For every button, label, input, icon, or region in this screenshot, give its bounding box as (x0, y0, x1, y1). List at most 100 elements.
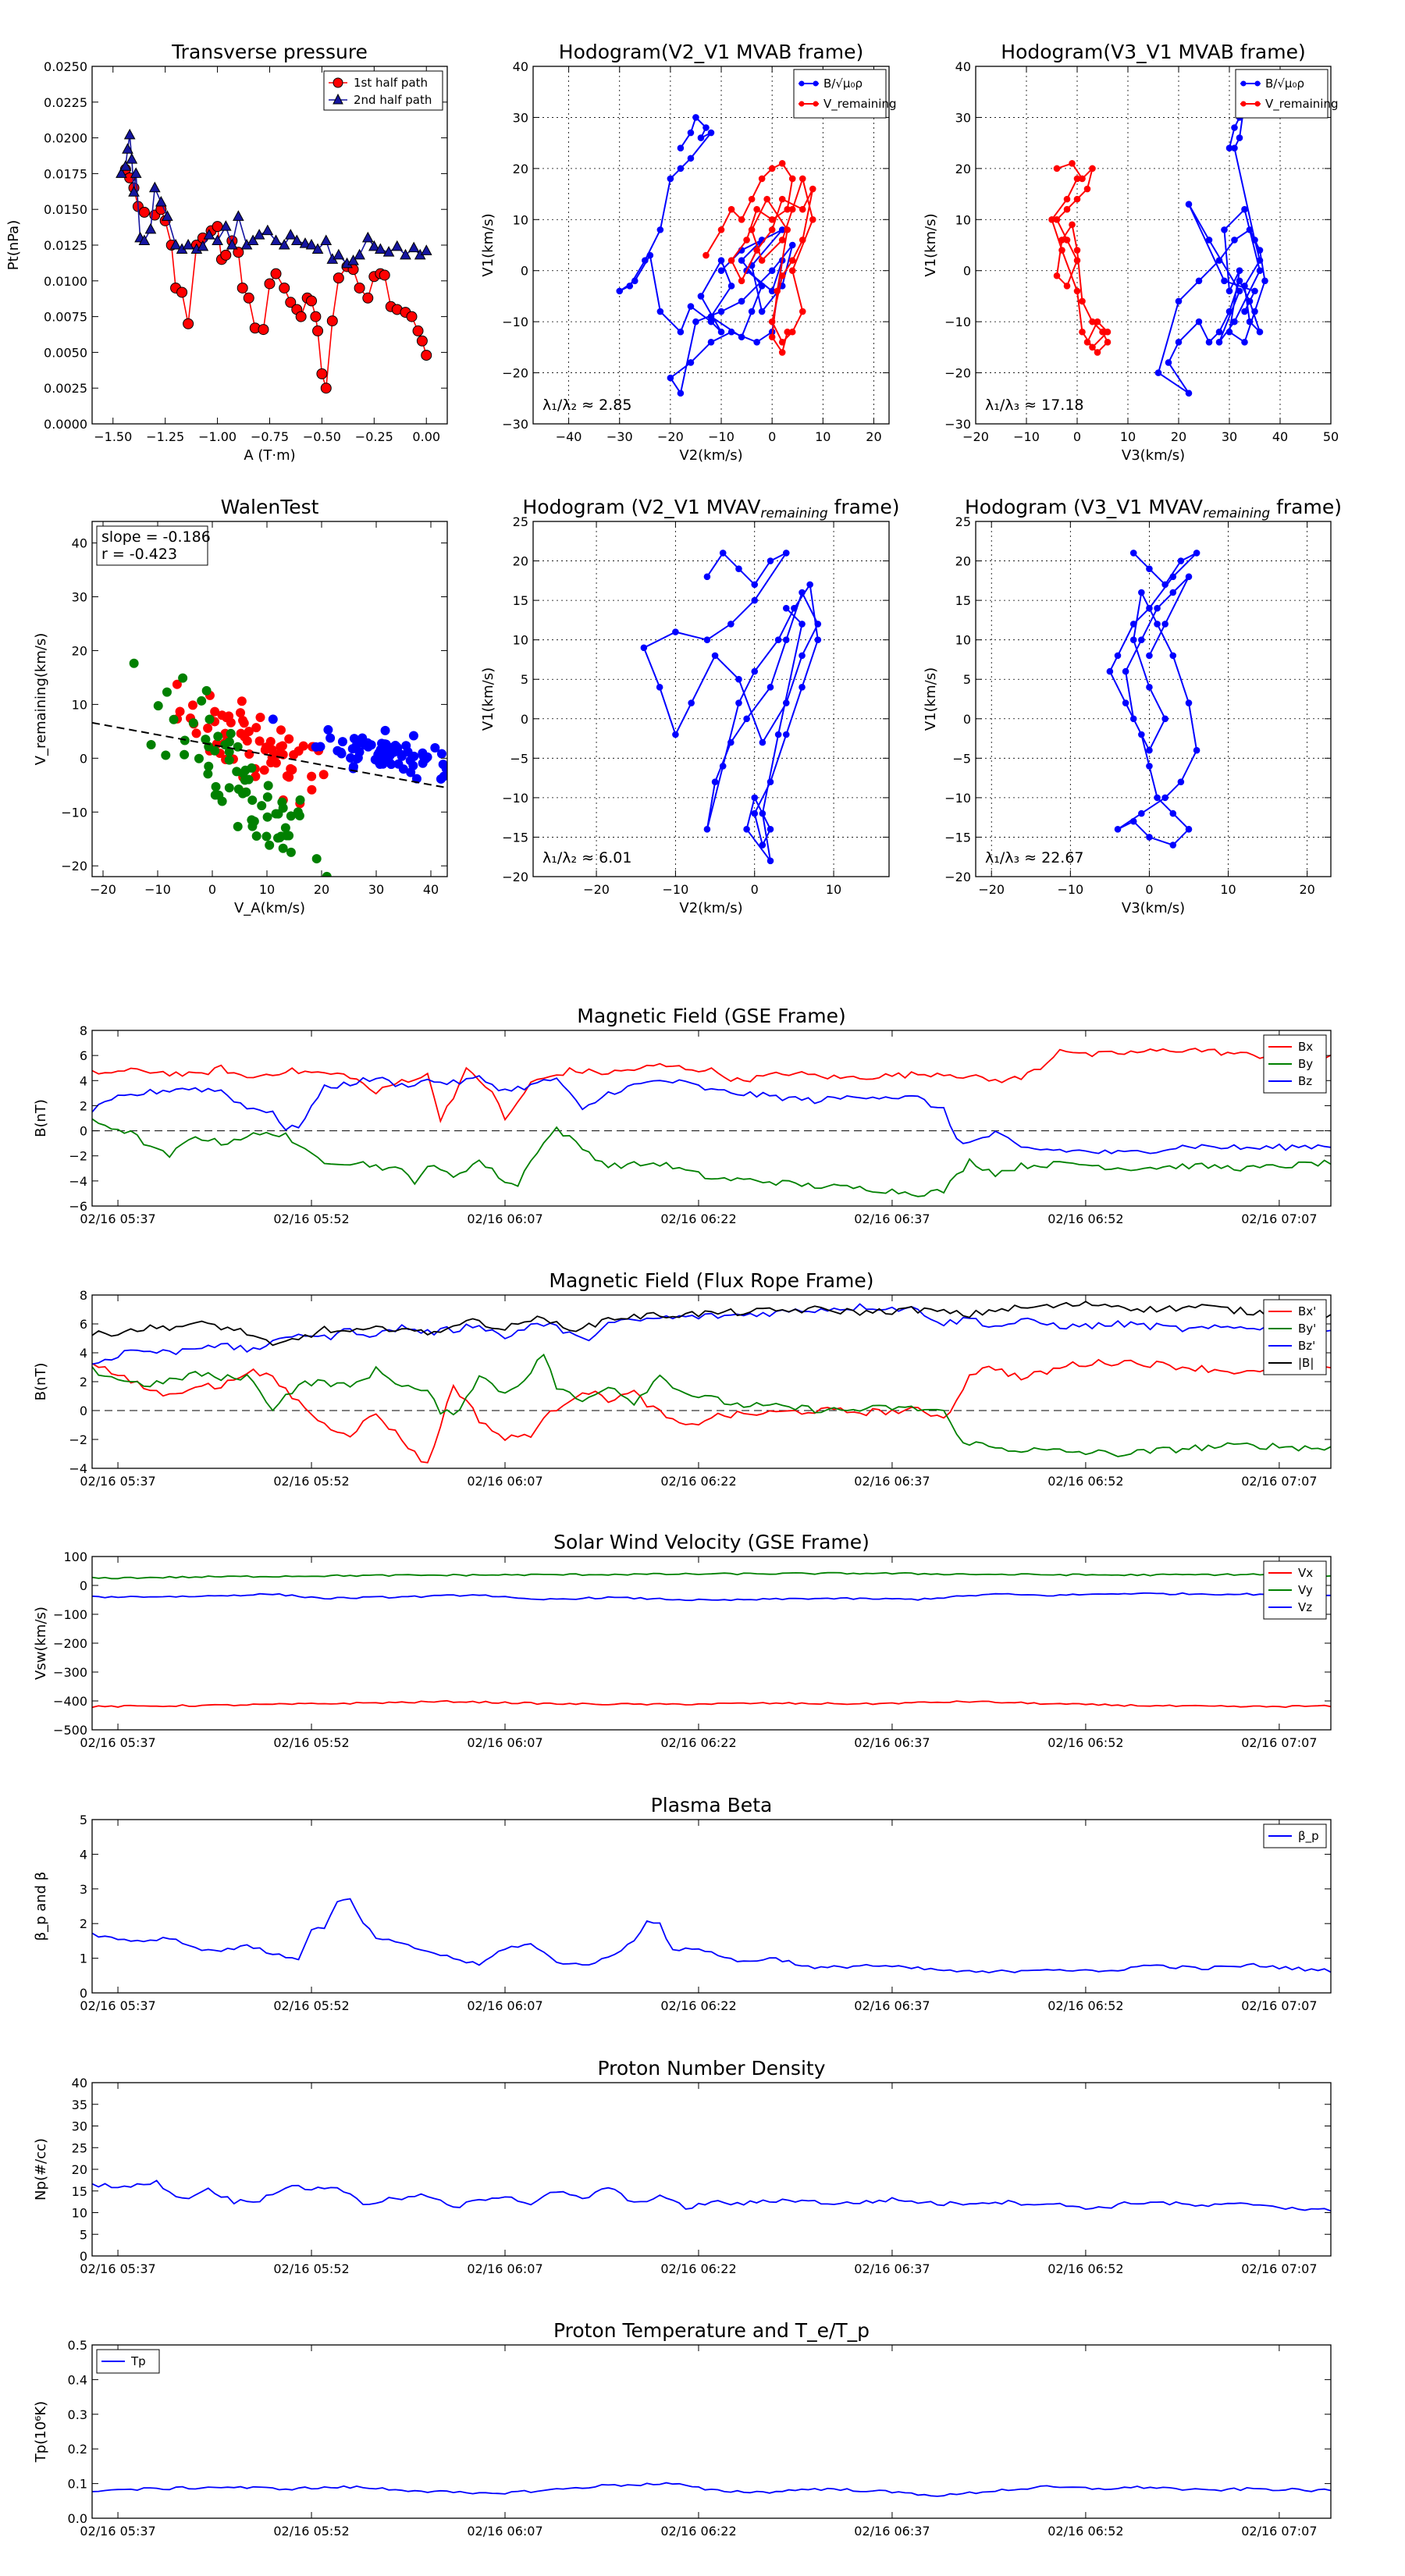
series-v-point (778, 237, 786, 244)
series-b-point (1236, 134, 1243, 141)
x-tick-label: 02/16 05:37 (80, 1735, 155, 1750)
series-2nd-half-point (203, 229, 215, 240)
legend-marker (1240, 80, 1247, 87)
series-v-point (758, 257, 766, 264)
x-tick-label: 02/16 06:22 (660, 1998, 736, 2013)
chart-title: Magnetic Field (GSE Frame) (577, 1005, 845, 1027)
walen-point (397, 749, 407, 760)
y-tick-label: −10 (61, 805, 87, 820)
y-tick-label: −200 (53, 1636, 87, 1651)
legend-marker (1240, 101, 1247, 107)
x-tick-label: −1.00 (198, 429, 237, 444)
series-2nd-half-point (253, 229, 265, 240)
series-b-point (1129, 636, 1137, 643)
y-tick-label: −20 (944, 366, 971, 381)
series-b-point (707, 339, 715, 346)
y-tick-label: 6 (80, 1317, 87, 1332)
x-tick-label: 02/16 05:52 (273, 1998, 349, 2013)
y-tick-label: 25 (955, 514, 971, 529)
x-tick-label: 02/16 06:07 (467, 1735, 542, 1750)
series-b-point (1146, 652, 1153, 660)
walen-point (226, 728, 236, 738)
series-b-point (703, 573, 711, 581)
walen-point (201, 685, 212, 696)
y-tick-label: 0.0150 (44, 202, 87, 217)
x-tick-label: 02/16 06:37 (854, 2261, 930, 2276)
series-v-point (727, 257, 735, 264)
series-b-point (799, 589, 806, 596)
walen-point (203, 723, 213, 733)
y-tick-label: −10 (502, 315, 528, 329)
y-tick-label: 0.2 (68, 2442, 87, 2457)
series-v-point (1089, 343, 1096, 351)
series-2nd-half-point (284, 229, 297, 240)
walen-point (408, 760, 418, 770)
series-v-line (705, 162, 814, 354)
walen-point (244, 749, 254, 759)
y-tick-label: 100 (63, 1550, 87, 1564)
x-tick-label: 02/16 06:52 (1048, 2261, 1123, 2276)
series-1st-half-point (264, 278, 276, 290)
series-b-point (1146, 763, 1153, 770)
series-v-point (1063, 283, 1071, 290)
series-2nd-half-point (130, 167, 142, 178)
walen-point (333, 745, 343, 756)
x-tick-label: 0 (768, 429, 776, 444)
y-axis-label: Vsw(km/s) (33, 1606, 49, 1680)
x-tick-label: 10 (815, 429, 831, 444)
series-v-point (1104, 328, 1112, 336)
y-tick-label: 15 (513, 593, 528, 608)
series-1-line (92, 1571, 1331, 1580)
series-b-point (1225, 287, 1233, 295)
series-b-point (814, 621, 822, 628)
axes-frame (975, 66, 1332, 425)
series-b-point (711, 652, 719, 660)
series-b-point (788, 241, 796, 249)
x-tick-label: −0.25 (355, 429, 393, 444)
series-b-point (1138, 809, 1145, 817)
x-axis-label: V2(km/s) (679, 447, 742, 464)
y-tick-label: 0.0125 (44, 238, 87, 253)
walen-point (238, 715, 248, 725)
walen-point (286, 811, 296, 821)
series-2nd-half-point (247, 234, 259, 246)
x-tick-label: 02/16 07:07 (1241, 2524, 1317, 2539)
series-2nd-half-point (333, 248, 345, 260)
walen-point (262, 812, 272, 822)
y-tick-label: −20 (502, 870, 528, 884)
panel-h1: −30 −20 −10 0 10 20 30 40 −40 −30 −20 −10 0 10 20 V2(km… (480, 41, 897, 464)
series-v-point (748, 226, 756, 233)
walen-point (129, 658, 139, 668)
x-tick-label: 02/16 06:22 (660, 1212, 736, 1226)
walen-point (307, 785, 317, 795)
walen-point (401, 741, 411, 751)
series-b-point (1185, 390, 1193, 397)
series-b-point (1225, 308, 1233, 315)
axes-frame (975, 521, 1332, 877)
y-tick-label: 15 (72, 2184, 87, 2199)
series-v-point (799, 308, 806, 315)
series-v-point (758, 175, 766, 183)
plot-area-bfr (92, 1300, 1331, 1464)
walen-point (169, 714, 179, 724)
y-tick-label: −30 (502, 417, 528, 432)
series-2nd-half-point (182, 238, 194, 250)
walen-point (172, 679, 182, 689)
walen-point (278, 803, 288, 813)
walen-point (418, 748, 428, 758)
axes-frame (91, 1294, 1332, 1469)
series-b-point (687, 155, 695, 162)
y-axis-label: B(nT) (33, 1363, 49, 1401)
walen-point (346, 753, 356, 763)
x-tick-label: 02/16 06:37 (854, 1212, 930, 1226)
x-tick-label: 20 (1299, 882, 1314, 897)
series-2nd-half-point (148, 181, 161, 193)
x-axis-label: A (T·m) (244, 447, 295, 464)
series-b-point (743, 715, 750, 723)
walen-point (247, 795, 258, 806)
x-tick-label: 0.00 (412, 429, 440, 444)
panel-pt: 0.0000 0.0025 0.0050 0.0075 0.0100 0.0125 0.01… (5, 41, 448, 464)
series-1-line (92, 1118, 1331, 1197)
series-b-point (687, 359, 695, 366)
y-tick-label: 8 (80, 1288, 87, 1303)
